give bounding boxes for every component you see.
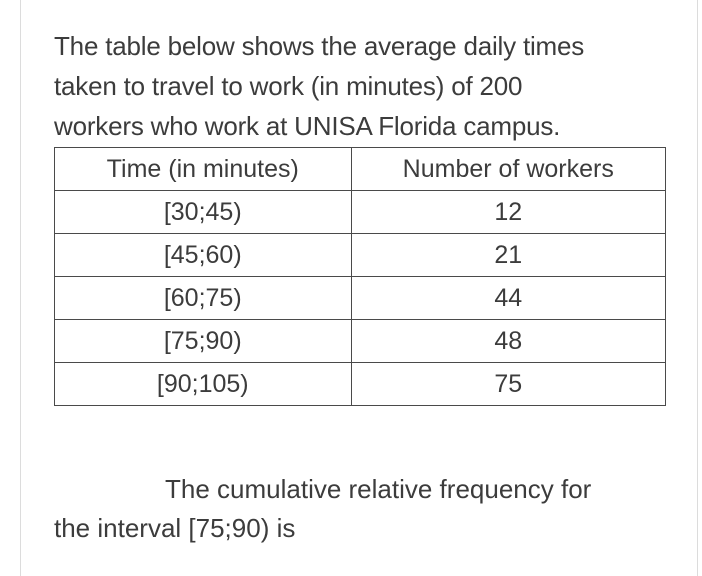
intro-line-1: The table below shows the average daily … — [54, 31, 585, 61]
intro-line-2: taken to travel to work (in minutes) of … — [54, 71, 523, 101]
table-row: [60;75) 44 — [54, 276, 667, 320]
frequency-table: Time (in minutes) Number of workers [30;… — [54, 147, 667, 406]
header-time: Time (in minutes) — [54, 147, 352, 191]
count-cell: 75 — [350, 362, 667, 406]
interval-cell: [30;45) — [54, 190, 352, 234]
table-row: [30;45) 12 — [54, 190, 667, 234]
count-cell: 48 — [350, 319, 667, 363]
header-workers: Number of workers — [350, 147, 667, 191]
interval-cell: [45;60) — [54, 233, 352, 277]
count-cell: 12 — [350, 190, 667, 234]
interval-cell: [90;105) — [54, 362, 352, 406]
table-row: [75;90) 48 — [54, 319, 667, 363]
table-row: [90;105) 75 — [54, 362, 667, 406]
count-cell: 21 — [350, 233, 667, 277]
table-header-row: Time (in minutes) Number of workers — [54, 147, 667, 191]
intro-paragraph: The table below shows the average daily … — [54, 26, 654, 146]
intro-line-3: workers who work at UNISA Florida campus… — [54, 111, 561, 141]
count-cell: 44 — [350, 276, 667, 320]
interval-cell: [60;75) — [54, 276, 352, 320]
question-line-1: The cumulative relative frequency for — [165, 474, 592, 504]
table-row: [45;60) 21 — [54, 233, 667, 277]
interval-cell: [75;90) — [54, 319, 352, 363]
question-line-2: the interval [75;90) is — [54, 513, 296, 543]
question-paragraph: The cumulative relative frequency for th… — [54, 470, 654, 548]
